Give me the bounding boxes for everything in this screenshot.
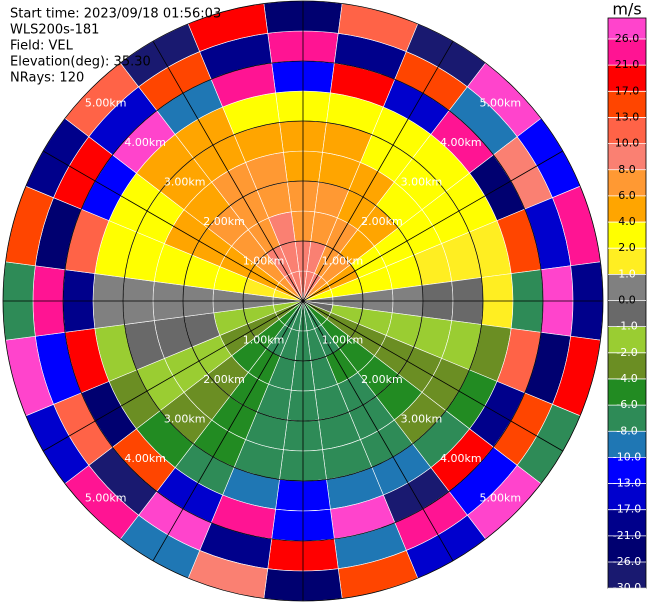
colorbar-segment bbox=[608, 509, 646, 536]
colorbar-label: m/s bbox=[612, 0, 641, 19]
range-label: 1.00km bbox=[243, 333, 285, 346]
range-label: 2.00km bbox=[203, 373, 245, 386]
colorbar-tick-label: -2.0 bbox=[616, 346, 637, 359]
colorbar-tick-label: 6.0 bbox=[618, 189, 636, 202]
colorbar-tick-label: -30.0 bbox=[613, 581, 641, 594]
colorbar-segment bbox=[608, 195, 646, 223]
colorbar-tick-label: 17.0 bbox=[615, 84, 640, 97]
colorbar-segment bbox=[608, 483, 646, 510]
colorbar-tick-label: -4.0 bbox=[616, 372, 637, 385]
info-text: Elevation(deg): 35.30 bbox=[10, 55, 151, 70]
colorbar-segment bbox=[608, 405, 646, 432]
colorbar-tick-label: -17.0 bbox=[613, 503, 641, 516]
range-label: 5.00km bbox=[479, 491, 521, 504]
info-text: Start time: 2023/09/18 01:56:03 bbox=[10, 7, 221, 22]
info-text: WLS200s-181 bbox=[10, 23, 99, 38]
info-text: Field: VEL bbox=[10, 39, 74, 54]
range-label: 3.00km bbox=[401, 412, 443, 425]
range-label: 1.00km bbox=[322, 333, 364, 346]
info-text: NRays: 120 bbox=[10, 71, 84, 86]
range-label: 2.00km bbox=[203, 215, 245, 228]
colorbar-segment bbox=[608, 326, 646, 353]
colorbar-segment bbox=[608, 143, 646, 170]
colorbar-segment bbox=[608, 169, 646, 196]
colorbar-segment bbox=[608, 117, 646, 144]
range-ring bbox=[182, 180, 424, 422]
colorbar-segment bbox=[608, 222, 646, 249]
colorbar-segment bbox=[608, 431, 646, 458]
colorbar-segment bbox=[608, 562, 646, 589]
colorbar-segment bbox=[608, 274, 646, 301]
colorbar-segment bbox=[608, 65, 646, 92]
range-label: 4.00km bbox=[440, 452, 482, 465]
colorbar-tick-label: -6.0 bbox=[616, 398, 637, 411]
colorbar-tick-label: 0.0 bbox=[618, 294, 636, 307]
colorbar-segment bbox=[608, 352, 646, 379]
colorbar-tick-label: -8.0 bbox=[616, 424, 637, 437]
range-label: 5.00km bbox=[85, 491, 127, 504]
range-label: 4.00km bbox=[124, 452, 166, 465]
range-ring bbox=[62, 60, 544, 542]
range-label: 5.00km bbox=[479, 97, 521, 110]
colorbar-tick-label: -1.0 bbox=[616, 320, 637, 333]
colorbar-tick-label: -26.0 bbox=[613, 555, 641, 568]
range-label: 5.00km bbox=[85, 97, 127, 110]
range-label: 2.00km bbox=[361, 215, 403, 228]
colorbar-tick-label: 26.0 bbox=[615, 32, 640, 45]
colorbar-segment bbox=[608, 91, 646, 118]
range-label: 3.00km bbox=[401, 176, 443, 189]
colorbar-tick-label: 13.0 bbox=[615, 110, 640, 123]
colorbar-tick-label: -13.0 bbox=[613, 477, 641, 490]
range-label: 4.00km bbox=[440, 136, 482, 149]
colorbar-tick-label: 2.0 bbox=[618, 241, 636, 254]
colorbar-segment bbox=[608, 39, 646, 66]
colorbar-tick-label: 21.0 bbox=[615, 58, 640, 71]
range-label: 1.00km bbox=[243, 255, 285, 268]
colorbar-tick-label: 4.0 bbox=[618, 215, 636, 228]
range-ring bbox=[2, 0, 604, 602]
colorbar-tick-label: -21.0 bbox=[613, 529, 641, 542]
colorbar-segment bbox=[608, 248, 646, 275]
colorbar-segment bbox=[608, 300, 646, 327]
range-label: 2.00km bbox=[361, 373, 403, 386]
range-ring bbox=[242, 240, 364, 362]
range-ring bbox=[122, 120, 484, 482]
colorbar-segment bbox=[608, 535, 646, 562]
colorbar-tick-label: 8.0 bbox=[618, 163, 636, 176]
colorbar-segment bbox=[608, 18, 646, 39]
range-label: 3.00km bbox=[164, 412, 206, 425]
range-label: 3.00km bbox=[164, 176, 206, 189]
range-label: 4.00km bbox=[124, 136, 166, 149]
range-label: 1.00km bbox=[322, 255, 364, 268]
colorbar-segment bbox=[608, 378, 646, 406]
colorbar-tick-label: -10.0 bbox=[613, 450, 641, 463]
spoke bbox=[152, 40, 454, 562]
colorbar-segment bbox=[608, 457, 646, 484]
colorbar-tick-label: 10.0 bbox=[615, 137, 640, 150]
colorbar-tick-label: 1.0 bbox=[618, 267, 636, 280]
